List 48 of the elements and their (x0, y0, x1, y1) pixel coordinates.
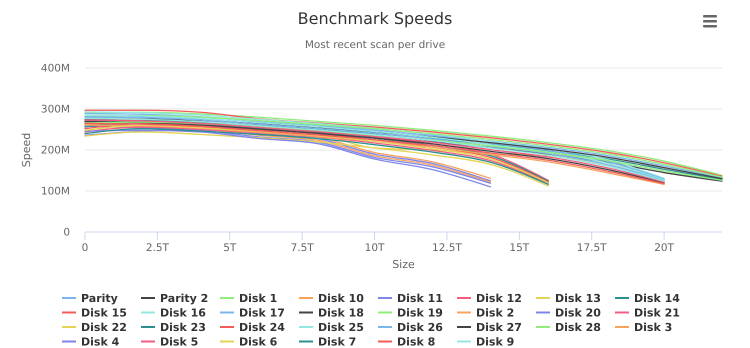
x-axis-title: Size (392, 258, 416, 271)
legend-label: Disk 18 (318, 306, 364, 320)
legend-label: Parity 2 (160, 292, 208, 305)
legend-label: Disk 14 (634, 292, 680, 305)
legend-label: Disk 3 (634, 321, 672, 334)
legend-label: Disk 15 (81, 306, 127, 320)
legend-label: Disk 5 (160, 336, 198, 348)
y-tick-label: 100M (40, 186, 70, 198)
legend-label: Disk 19 (397, 306, 443, 320)
x-tick-label: 7.5T (290, 242, 314, 254)
x-tick-label: 0 (82, 242, 88, 254)
legend-label: Disk 8 (397, 336, 436, 348)
legend-label: Disk 21 (634, 306, 680, 320)
legend-label: Disk 27 (476, 321, 522, 334)
legend-label: Disk 4 (81, 336, 120, 348)
y-axis-title: Speed (20, 132, 33, 168)
legend-label: Disk 28 (555, 321, 601, 334)
legend-label: Parity (81, 292, 118, 305)
legend-label: Disk 25 (318, 321, 364, 334)
x-tick-label: 15T (509, 242, 530, 254)
x-tick-label: 12.5T (432, 242, 462, 254)
chart-title: Benchmark Speeds (298, 9, 452, 28)
legend-label: Disk 1 (239, 292, 278, 305)
legend-label: Disk 23 (160, 321, 206, 334)
legend-label: Disk 17 (239, 306, 285, 320)
legend-label: Disk 26 (397, 321, 444, 334)
x-tick-label: 10T (364, 242, 386, 254)
x-tick-label: 20T (654, 242, 675, 254)
chart-subtitle: Most recent scan per drive (304, 39, 446, 51)
x-tick-label: 17.5T (576, 242, 608, 254)
legend-label: Disk 11 (397, 292, 443, 305)
y-tick-label: 200M (40, 144, 70, 156)
legend-label: Disk 10 (318, 292, 364, 305)
x-tick-label: 5T (223, 242, 237, 254)
legend-label: Disk 2 (476, 306, 514, 320)
legend-label: Disk 24 (239, 321, 286, 334)
legend-label: Disk 6 (239, 336, 278, 348)
legend-label: Disk 20 (555, 306, 602, 320)
legend-label: Disk 22 (81, 321, 127, 334)
legend-label: Disk 9 (476, 336, 514, 348)
legend-label: Disk 13 (555, 292, 601, 305)
legend-label: Disk 12 (476, 292, 522, 305)
y-tick-label: 0 (63, 226, 70, 238)
y-tick-label: 300M (40, 104, 70, 116)
x-tick-label: 2.5T (146, 242, 170, 254)
legend-label: Disk 16 (160, 306, 206, 320)
y-tick-label: 400M (40, 62, 70, 74)
legend-label: Disk 7 (318, 336, 356, 348)
